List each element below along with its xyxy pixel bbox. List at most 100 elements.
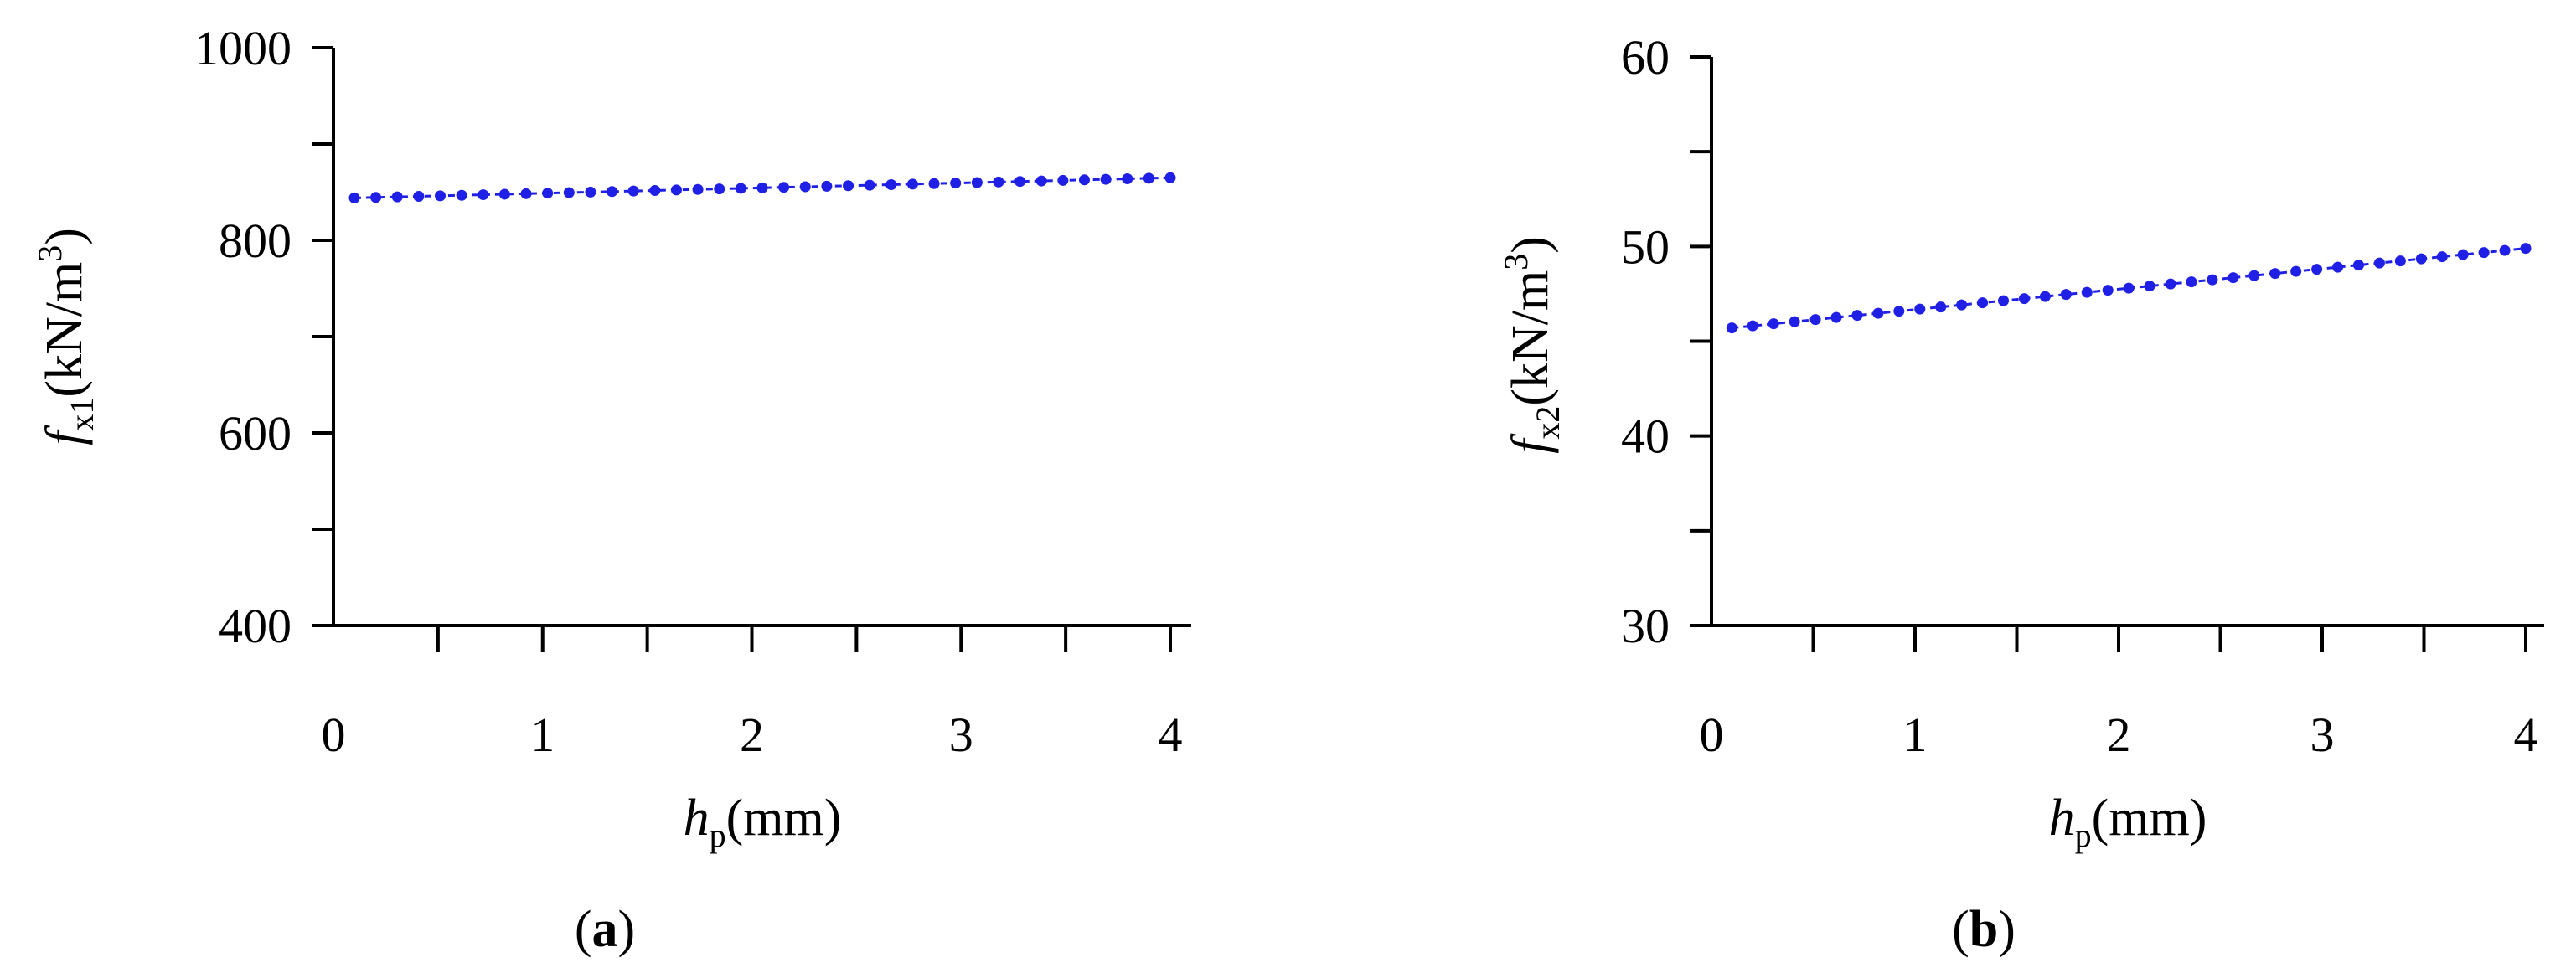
data-point (1726, 322, 1737, 334)
panel-label: (b) (1952, 901, 2016, 958)
data-point (2207, 274, 2218, 286)
y-ticks (1690, 55, 1711, 627)
data-point (498, 188, 510, 200)
data-point (2039, 291, 2051, 302)
data-point (1122, 173, 1133, 185)
y-tick-labels: 400 600 800 1000 (194, 21, 292, 653)
data-point (670, 184, 682, 196)
data-point (2144, 281, 2155, 292)
y-tick-label: 800 (219, 214, 292, 268)
data-point (413, 190, 425, 202)
y-tick-label: 50 (1621, 219, 1670, 274)
y-tick-label: 600 (219, 406, 292, 461)
y-ticks (312, 46, 333, 627)
x-tick-label: 3 (949, 708, 973, 762)
x-tick-label: 2 (2107, 708, 2131, 762)
x-ticks (1811, 625, 2527, 652)
data-point (2186, 276, 2197, 288)
data-point (2311, 264, 2323, 275)
y-tick-labels: 30 40 50 60 (1621, 30, 1670, 653)
y-axis-title: fx2(kN/m3) (1497, 236, 1567, 454)
data-point (2457, 249, 2469, 260)
data-point (1747, 320, 1758, 332)
data-point (456, 189, 467, 201)
data-point (348, 192, 360, 203)
data-point (1956, 299, 1968, 311)
data-point (1164, 172, 1176, 183)
data-series (1726, 243, 2532, 334)
chart-panel-b: 30 40 50 60 0 1 2 3 4 hp(mm) fx2(kN/m3) (b) (1497, 30, 2544, 958)
data-point (2332, 261, 2344, 273)
data-point (2269, 268, 2281, 280)
data-point (1851, 310, 1863, 322)
data-point (2102, 285, 2114, 296)
x-axis-title: hp(mm) (684, 790, 842, 854)
data-point (2290, 265, 2302, 277)
data-point (2060, 289, 2072, 301)
data-point (2081, 286, 2093, 298)
data-point (843, 180, 854, 192)
data-point (391, 191, 403, 203)
data-point (1078, 174, 1090, 186)
data-point (692, 183, 704, 195)
y-tick-label: 60 (1621, 30, 1670, 85)
data-point (928, 178, 940, 189)
data-point (370, 192, 382, 203)
data-point (799, 181, 811, 193)
data-series (348, 172, 1176, 203)
data-point (2352, 260, 2364, 271)
data-point (906, 178, 918, 190)
data-point (2248, 270, 2260, 281)
data-point (585, 186, 596, 198)
data-point (1789, 316, 1800, 327)
x-axis-title: hp(mm) (2049, 790, 2207, 854)
x-tick-label: 2 (740, 708, 764, 762)
data-point (1977, 297, 1989, 309)
data-point (1143, 172, 1154, 184)
data-point (950, 178, 962, 189)
data-point (2373, 257, 2385, 269)
data-point (2228, 272, 2239, 284)
data-point (607, 186, 618, 198)
data-point (1057, 174, 1069, 186)
x-tick-label: 0 (1700, 708, 1724, 762)
x-tick-label: 4 (2514, 708, 2538, 762)
x-tick-label: 1 (530, 708, 555, 762)
data-point (2123, 282, 2135, 294)
data-point (478, 189, 489, 201)
data-point (756, 182, 768, 193)
data-point (1935, 301, 1947, 313)
y-tick-label: 1000 (194, 21, 292, 75)
data-point (885, 179, 897, 191)
data-point (1768, 318, 1779, 330)
x-tick-label: 1 (1903, 708, 1928, 762)
data-point (1893, 306, 1905, 317)
x-tick-label: 3 (2310, 708, 2335, 762)
data-point (971, 177, 983, 188)
x-tick-label: 4 (1159, 708, 1183, 762)
data-point (993, 176, 1004, 188)
data-point (627, 185, 639, 197)
data-point (735, 183, 746, 194)
data-point (2018, 293, 2030, 305)
data-point (2520, 243, 2532, 255)
data-point (2415, 253, 2427, 265)
data-point (1014, 176, 1026, 188)
data-point (1035, 175, 1047, 187)
chart-panel-a: 400 600 800 1000 0 1 2 3 4 hp(mm) fx1(kN/m3) (a… (31, 21, 1191, 958)
data-point (1100, 173, 1112, 185)
data-point (1872, 307, 1884, 319)
data-point (542, 188, 554, 199)
data-point (821, 180, 833, 192)
y-axis-title: fx1(kN/m3) (31, 228, 101, 445)
data-point (714, 183, 725, 195)
data-point (1914, 303, 1926, 315)
x-tick-labels: 0 1 2 3 4 (1700, 708, 2538, 762)
data-point (563, 187, 575, 198)
data-point (864, 179, 875, 191)
data-point (435, 190, 447, 202)
x-tick-label: 0 (322, 708, 346, 762)
data-point (2165, 278, 2176, 290)
data-point (2499, 244, 2511, 256)
